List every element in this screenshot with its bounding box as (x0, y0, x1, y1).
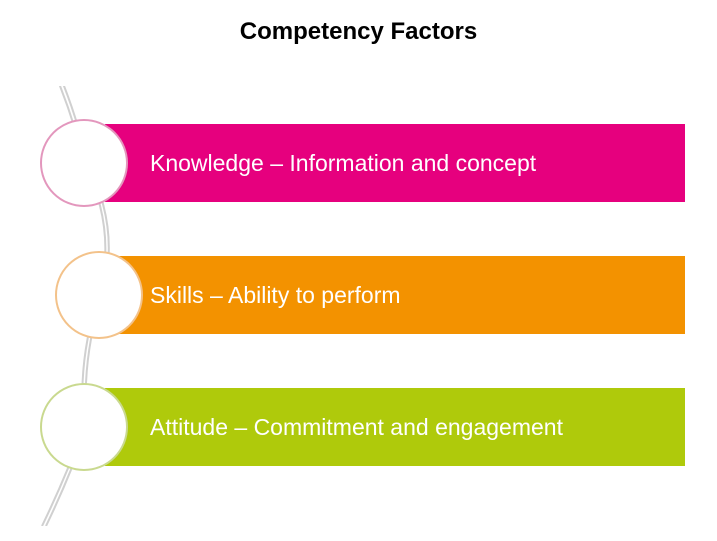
factor-node-circle (40, 383, 128, 471)
factor-bar: Skills – Ability to perform (105, 256, 685, 334)
factor-item: Skills – Ability to perform (0, 256, 717, 334)
factor-node-circle (40, 119, 128, 207)
factor-label: Knowledge – Information and concept (150, 150, 536, 177)
factor-bar: Knowledge – Information and concept (105, 124, 685, 202)
factor-item: Attitude – Commitment and engagement (0, 388, 717, 466)
factor-item: Knowledge – Information and concept (0, 124, 717, 202)
factor-label: Skills – Ability to perform (150, 282, 401, 309)
factor-node-circle (55, 251, 143, 339)
factor-label: Attitude – Commitment and engagement (150, 414, 563, 441)
factor-bar: Attitude – Commitment and engagement (105, 388, 685, 466)
competency-diagram: Knowledge – Information and concept Skill… (0, 86, 717, 526)
page-title: Competency Factors (0, 0, 717, 46)
